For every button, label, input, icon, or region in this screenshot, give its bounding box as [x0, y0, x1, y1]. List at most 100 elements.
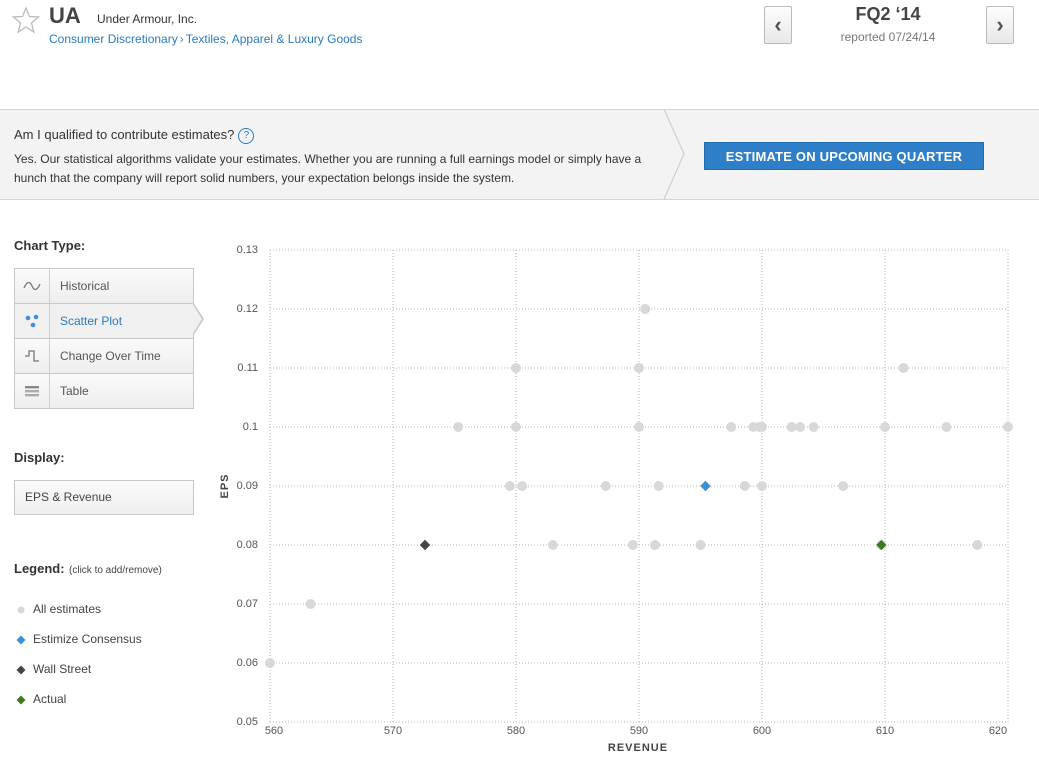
chart-type-selector: Historical Scatter Plot Change Over Time…	[14, 268, 194, 409]
chart-points	[265, 304, 1013, 668]
circle-icon	[17, 606, 25, 614]
estimate-point	[634, 422, 644, 432]
wave-icon	[15, 269, 50, 303]
y-tick-label: 0.08	[237, 539, 258, 551]
estimate-point	[808, 422, 819, 432]
y-tick-label: 0.11	[237, 362, 258, 374]
company-name: Under Armour, Inc.	[97, 12, 198, 26]
next-quarter-button[interactable]: ›	[986, 6, 1014, 44]
qualification-question: Am I qualified to contribute estimates??	[14, 127, 255, 144]
estimate-point	[726, 422, 737, 432]
x-tick-label: 580	[507, 725, 525, 737]
legend-text: Wall Street	[33, 662, 92, 676]
estimate-point	[795, 422, 806, 432]
chart-type-label-text: Historical	[60, 279, 110, 293]
estimate-point	[634, 363, 644, 373]
legend-text: Actual	[33, 692, 67, 706]
chart-axes: 560 570 580 590 600 610 620 0.05 0.06 0.07 0.08 0.0…	[219, 244, 1007, 754]
estimate-point	[695, 540, 706, 550]
x-axis-label: REVENUE	[608, 742, 668, 754]
estimate-point	[547, 540, 558, 550]
estimate-point	[757, 481, 767, 491]
y-tick-label: 0.05	[237, 716, 258, 728]
breadcrumb-separator: ›	[179, 32, 184, 46]
chart-type-table[interactable]: Table	[15, 374, 193, 408]
x-tick-label: 610	[876, 725, 894, 737]
estimize-consensus-point	[699, 480, 712, 492]
estimate-point	[739, 481, 750, 491]
y-tick-label: 0.06	[237, 657, 258, 669]
x-tick-label: 590	[630, 725, 648, 737]
estimate-point	[653, 481, 664, 491]
wall-street-point	[419, 539, 431, 551]
chart-type-change-over-time[interactable]: Change Over Time	[15, 339, 193, 374]
qualification-answer: Yes. Our statistical algorithms validate…	[14, 152, 642, 185]
x-tick-label: 620	[989, 725, 1007, 737]
quarter-title: FQ2 ‘14	[855, 4, 921, 24]
estimate-point	[504, 481, 515, 491]
estimate-upcoming-quarter-button[interactable]: ESTIMATE ON UPCOMING QUARTER	[704, 142, 984, 170]
chart-type-label-text: Scatter Plot	[60, 314, 123, 328]
y-tick-label: 0.1	[243, 421, 258, 433]
estimate-point	[972, 540, 983, 550]
y-axis-label: EPS	[219, 473, 231, 498]
estimate-point	[838, 481, 849, 491]
favorite-star-icon[interactable]	[11, 6, 41, 34]
chart-type-label: Chart Type:	[14, 238, 86, 253]
chart-type-historical[interactable]: Historical	[15, 269, 193, 304]
estimate-point	[757, 422, 767, 432]
diamond-icon	[16, 665, 26, 675]
estimate-point	[511, 422, 521, 432]
breadcrumb-industry-link[interactable]: Textiles, Apparel & Luxury Goods	[185, 32, 363, 46]
active-pointer-fill	[192, 303, 202, 335]
x-tick-label: 600	[753, 725, 771, 737]
previous-quarter-button[interactable]: ‹	[764, 6, 792, 44]
breadcrumb-sector-link[interactable]: Consumer Discretionary	[49, 32, 178, 46]
estimate-point	[511, 363, 521, 373]
estimate-point	[898, 363, 909, 373]
estimate-point	[600, 481, 611, 491]
chart-type-label-text: Table	[60, 384, 89, 398]
y-tick-label: 0.07	[237, 598, 258, 610]
estimate-point	[941, 422, 952, 432]
step-line-icon	[15, 339, 50, 373]
legend-all-estimates[interactable]: All estimates	[17, 602, 102, 616]
legend-hint: (click to add/remove)	[69, 565, 162, 576]
estimate-point	[786, 422, 797, 432]
legend-wall-street[interactable]: Wall Street	[16, 662, 92, 676]
estimate-point	[517, 481, 528, 491]
x-tick-label: 570	[384, 725, 402, 737]
ticker-symbol: UA	[49, 3, 81, 28]
legend-heading: Legend: (click to add/remove)	[14, 560, 162, 578]
estimate-point	[265, 658, 275, 668]
y-tick-label: 0.13	[237, 244, 258, 256]
help-icon[interactable]: ?	[238, 128, 255, 144]
x-tick-label: 560	[265, 725, 283, 737]
qualification-question-text: Am I qualified to contribute estimates?	[14, 127, 235, 142]
estimate-point	[649, 540, 660, 550]
estimate-point	[1003, 422, 1013, 432]
estimate-point	[453, 422, 464, 432]
table-icon	[15, 374, 50, 408]
y-tick-label: 0.12	[237, 303, 258, 315]
estimate-point	[880, 422, 890, 432]
chart-type-label-text: Change Over Time	[60, 349, 161, 363]
legend-actual[interactable]: Actual	[16, 692, 67, 706]
reported-date: reported 07/24/14	[840, 30, 936, 44]
scatter-dots-icon	[15, 304, 50, 338]
banner-divider	[663, 109, 685, 200]
display-label: Display:	[14, 450, 65, 465]
diamond-icon	[16, 635, 26, 645]
chart-type-scatter-plot[interactable]: Scatter Plot	[15, 304, 193, 339]
estimate-point	[640, 304, 651, 314]
legend-estimize-consensus[interactable]: Estimize Consensus	[16, 632, 142, 646]
legend-text: All estimates	[33, 602, 102, 616]
diamond-icon	[16, 695, 26, 705]
display-select[interactable]: EPS & Revenue	[14, 480, 194, 515]
estimate-point	[305, 599, 316, 609]
estimate-point	[627, 540, 638, 550]
actual-point	[875, 539, 888, 551]
breadcrumb: Consumer Discretionary › Textiles, Apparel…	[49, 32, 362, 46]
legend-label: Legend:	[14, 561, 65, 576]
